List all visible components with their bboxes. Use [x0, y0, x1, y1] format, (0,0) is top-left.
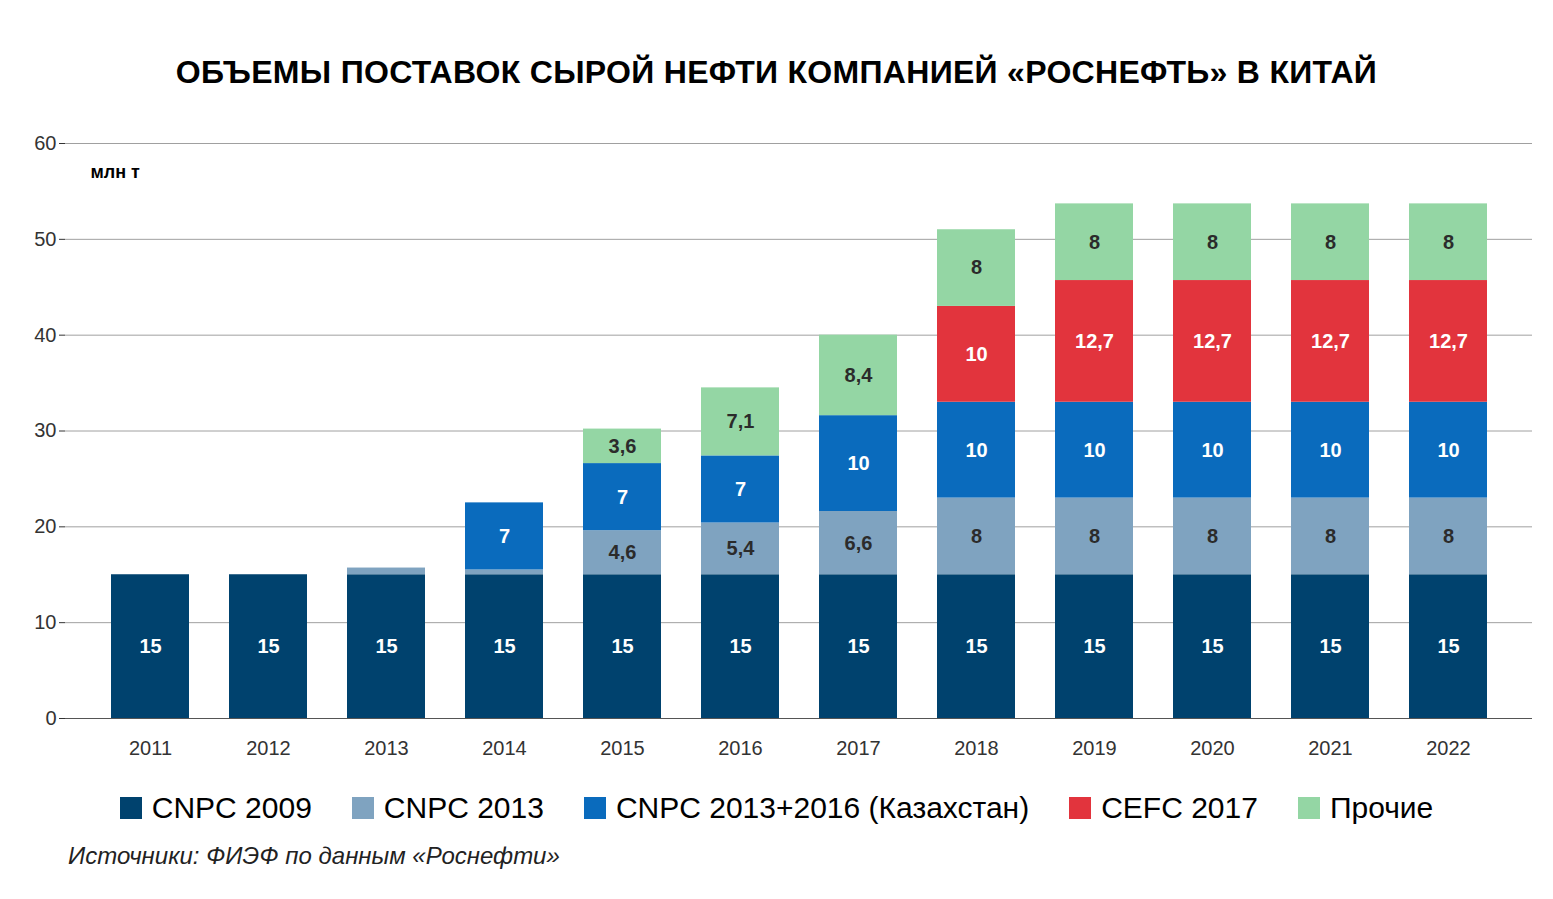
svg-text:12,7: 12,7 [1193, 330, 1232, 352]
html-text:CNPC 2013+2016 (Казахстан): CNPC 2013+2016 (Казахстан) [615, 791, 1030, 824]
svg-text:15: 15 [257, 635, 279, 657]
svg-text:12,7: 12,7 [1429, 330, 1468, 352]
svg-text:10: 10 [1437, 439, 1459, 461]
html-text:CEFC 2017: CEFC 2017 [1101, 791, 1258, 824]
svg-text:8: 8 [971, 525, 982, 547]
svg-text:4,6: 4,6 [609, 541, 637, 563]
svg-text:10: 10 [847, 452, 869, 474]
svg-text:30: 30 [34, 419, 56, 441]
svg-text:млн т: млн т [91, 162, 141, 182]
svg-text:50: 50 [34, 228, 56, 250]
svg-text:7: 7 [735, 478, 746, 500]
svg-text:15: 15 [1319, 635, 1341, 657]
svg-text:0: 0 [45, 707, 56, 729]
svg-text:2022: 2022 [1426, 737, 1471, 759]
svg-text:2019: 2019 [1072, 737, 1117, 759]
svg-text:8: 8 [1089, 231, 1100, 253]
svg-text:8: 8 [1207, 525, 1218, 547]
svg-text:3,6: 3,6 [609, 435, 637, 457]
svg-text:8,4: 8,4 [845, 364, 874, 386]
svg-text:10: 10 [1319, 439, 1341, 461]
svg-text:2020: 2020 [1190, 737, 1235, 759]
svg-text:8: 8 [1443, 231, 1454, 253]
svg-text:10: 10 [1201, 439, 1223, 461]
html-text:CNPC 2013: CNPC 2013 [383, 791, 544, 824]
svg-text:2018: 2018 [954, 737, 999, 759]
svg-text:6,6: 6,6 [845, 532, 873, 554]
svg-text:15: 15 [729, 635, 751, 657]
svg-text:15: 15 [847, 635, 869, 657]
svg-text:2013: 2013 [364, 737, 409, 759]
svg-text:10: 10 [1083, 439, 1105, 461]
svg-text:15: 15 [139, 635, 161, 657]
svg-text:12,7: 12,7 [1075, 330, 1114, 352]
html-text:ОБЪЕМЫ ПОСТАВОК СЫРОЙ НЕФТИ КО: ОБЪЕМЫ ПОСТАВОК СЫРОЙ НЕФТИ КОМПАНИЕЙ «Р… [175, 54, 1378, 90]
svg-text:8: 8 [1325, 231, 1336, 253]
svg-text:60: 60 [34, 132, 56, 154]
svg-text:7: 7 [617, 486, 628, 508]
svg-text:2011: 2011 [129, 737, 172, 759]
svg-text:8: 8 [971, 256, 982, 278]
svg-text:7: 7 [499, 525, 510, 547]
html-text:Источники: ФИЭФ по данным «Рос: Источники: ФИЭФ по данным «Роснефти» [68, 842, 560, 869]
svg-text:2014: 2014 [482, 737, 527, 759]
svg-text:15: 15 [1437, 635, 1459, 657]
svg-text:15: 15 [1083, 635, 1105, 657]
svg-text:12,7: 12,7 [1311, 330, 1350, 352]
svg-text:5,4: 5,4 [727, 537, 756, 559]
svg-text:2012: 2012 [246, 737, 291, 759]
svg-text:15: 15 [611, 635, 633, 657]
svg-text:10: 10 [965, 439, 987, 461]
svg-text:8: 8 [1207, 231, 1218, 253]
html-text:Прочие: Прочие [1329, 791, 1434, 824]
svg-text:2015: 2015 [600, 737, 645, 759]
svg-text:15: 15 [1201, 635, 1223, 657]
svg-text:2017: 2017 [836, 737, 881, 759]
svg-text:7,1: 7,1 [727, 410, 755, 432]
svg-text:40: 40 [34, 324, 56, 346]
svg-text:15: 15 [493, 635, 515, 657]
svg-text:10: 10 [34, 611, 56, 633]
svg-text:20: 20 [34, 515, 56, 537]
svg-text:15: 15 [965, 635, 987, 657]
html-text:CNPC 2009: CNPC 2009 [151, 791, 312, 824]
svg-text:8: 8 [1089, 525, 1100, 547]
svg-text:8: 8 [1325, 525, 1336, 547]
svg-text:2021: 2021 [1308, 737, 1353, 759]
svg-text:8: 8 [1443, 525, 1454, 547]
svg-text:15: 15 [375, 635, 397, 657]
svg-text:2016: 2016 [718, 737, 763, 759]
svg-text:10: 10 [965, 343, 987, 365]
